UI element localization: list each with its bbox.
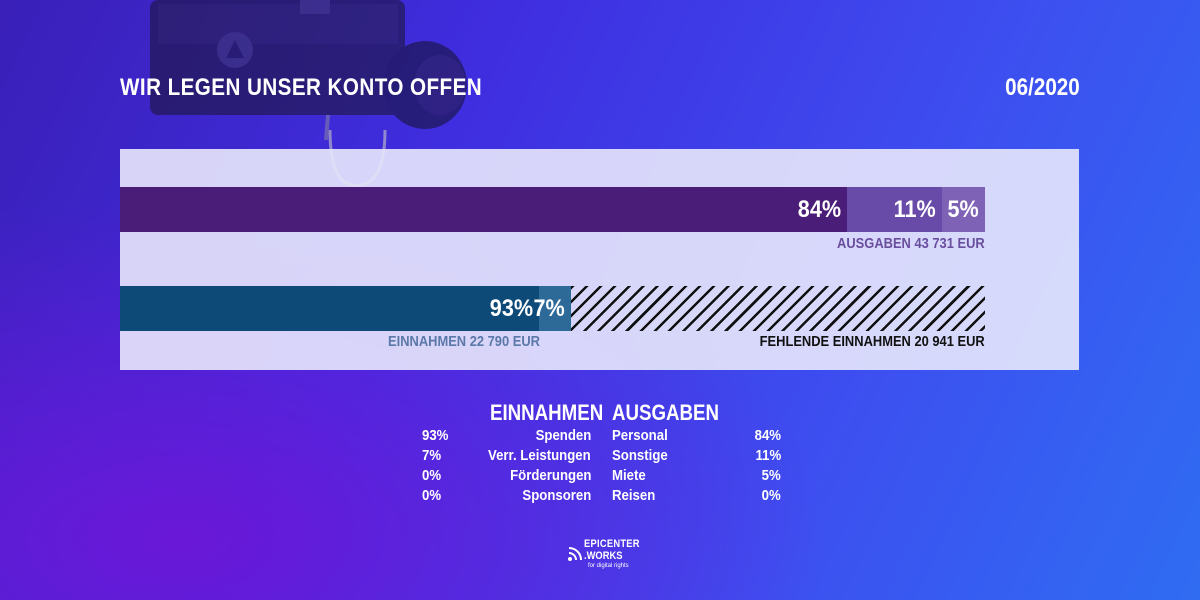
- einnahmen-label: Spenden: [535, 427, 591, 444]
- ausgaben-segment-2: 11%: [846, 187, 942, 232]
- chart-panel: 84% 11% 5% AUSGABEN 43 731 EUR 93% 7% EINNA…: [120, 149, 1079, 370]
- einnahmen-label: Förderungen: [509, 467, 591, 484]
- ausgaben-percent: 0%: [761, 487, 781, 504]
- einnahmen-percent: 93%: [422, 427, 449, 444]
- logo-line-2: .WORKS: [584, 550, 623, 562]
- ausgaben-segment-3: 5%: [941, 187, 985, 232]
- segment-label: 11%: [893, 195, 936, 223]
- segment-label: 7%: [533, 294, 565, 322]
- missing-income-caption: FEHLENDE EINNAHMEN 20 941 EUR: [759, 333, 985, 350]
- logo-tagline: for digital rights: [588, 563, 629, 569]
- ausgaben-percent: 11%: [755, 447, 781, 464]
- segment-label: 84%: [797, 195, 841, 223]
- ausgaben-percent: 5%: [761, 467, 781, 484]
- einnahmen-label: Sponsoren: [522, 487, 591, 504]
- ausgaben-caption: AUSGABEN 43 731 EUR: [837, 235, 985, 252]
- ausgaben-label: Personal: [612, 427, 668, 444]
- signal-waves-icon: [568, 547, 582, 561]
- segment-label: 5%: [947, 195, 979, 223]
- einnahmen-percent: 7%: [422, 447, 442, 464]
- einnahmen-segment-2: 7%: [534, 286, 571, 331]
- epicenter-works-logo: EPICENTER .WORKS for digital rights: [566, 538, 646, 572]
- missing-income-hatch: [570, 286, 985, 331]
- ausgaben-percent: 84%: [754, 427, 781, 444]
- einnahmen-caption: EINNAHMEN 22 790 EUR: [388, 333, 540, 350]
- einnahmen-percent: 0%: [422, 467, 442, 484]
- segment-label: 93%: [489, 294, 534, 322]
- ausgaben-segment-1: 84%: [120, 187, 847, 232]
- ausgaben-label: Reisen: [612, 487, 656, 504]
- logo-line-1: EPICENTER: [584, 538, 640, 550]
- ausgaben-heading: AUSGABEN: [612, 400, 720, 425]
- ausgaben-label: Miete: [612, 467, 646, 484]
- einnahmen-percent: 0%: [422, 487, 442, 504]
- page-title: WIR LEGEN UNSER KONTO OFFEN: [120, 74, 483, 101]
- ausgaben-label: Sonstige: [612, 447, 668, 464]
- einnahmen-segment-1: 93%: [120, 286, 540, 331]
- einnahmen-heading: EINNAHMEN: [490, 400, 604, 425]
- einnahmen-label: Verr. Leistungen: [488, 447, 591, 464]
- report-date: 06/2020: [1005, 74, 1080, 101]
